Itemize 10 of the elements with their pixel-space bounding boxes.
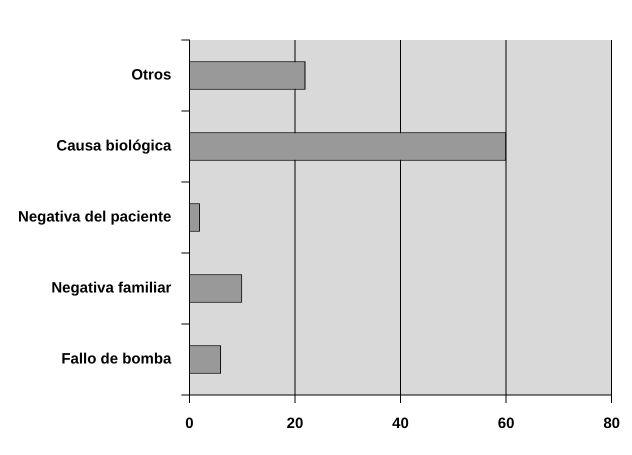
- y-tick-label: Negativa del paciente: [18, 208, 172, 226]
- x-tick-label: 40: [392, 415, 409, 432]
- x-tick-label: 0: [185, 415, 194, 432]
- y-tick-label: Fallo de bomba: [61, 350, 172, 368]
- y-tick-label: Causa biológica: [56, 138, 172, 155]
- x-tick-label: 80: [603, 415, 620, 432]
- x-tick-label: 60: [498, 415, 514, 432]
- y-tick-label: Otros: [131, 66, 172, 84]
- y-tick-label: Negativa familiar: [51, 280, 172, 297]
- x-tick-label: 20: [286, 415, 304, 432]
